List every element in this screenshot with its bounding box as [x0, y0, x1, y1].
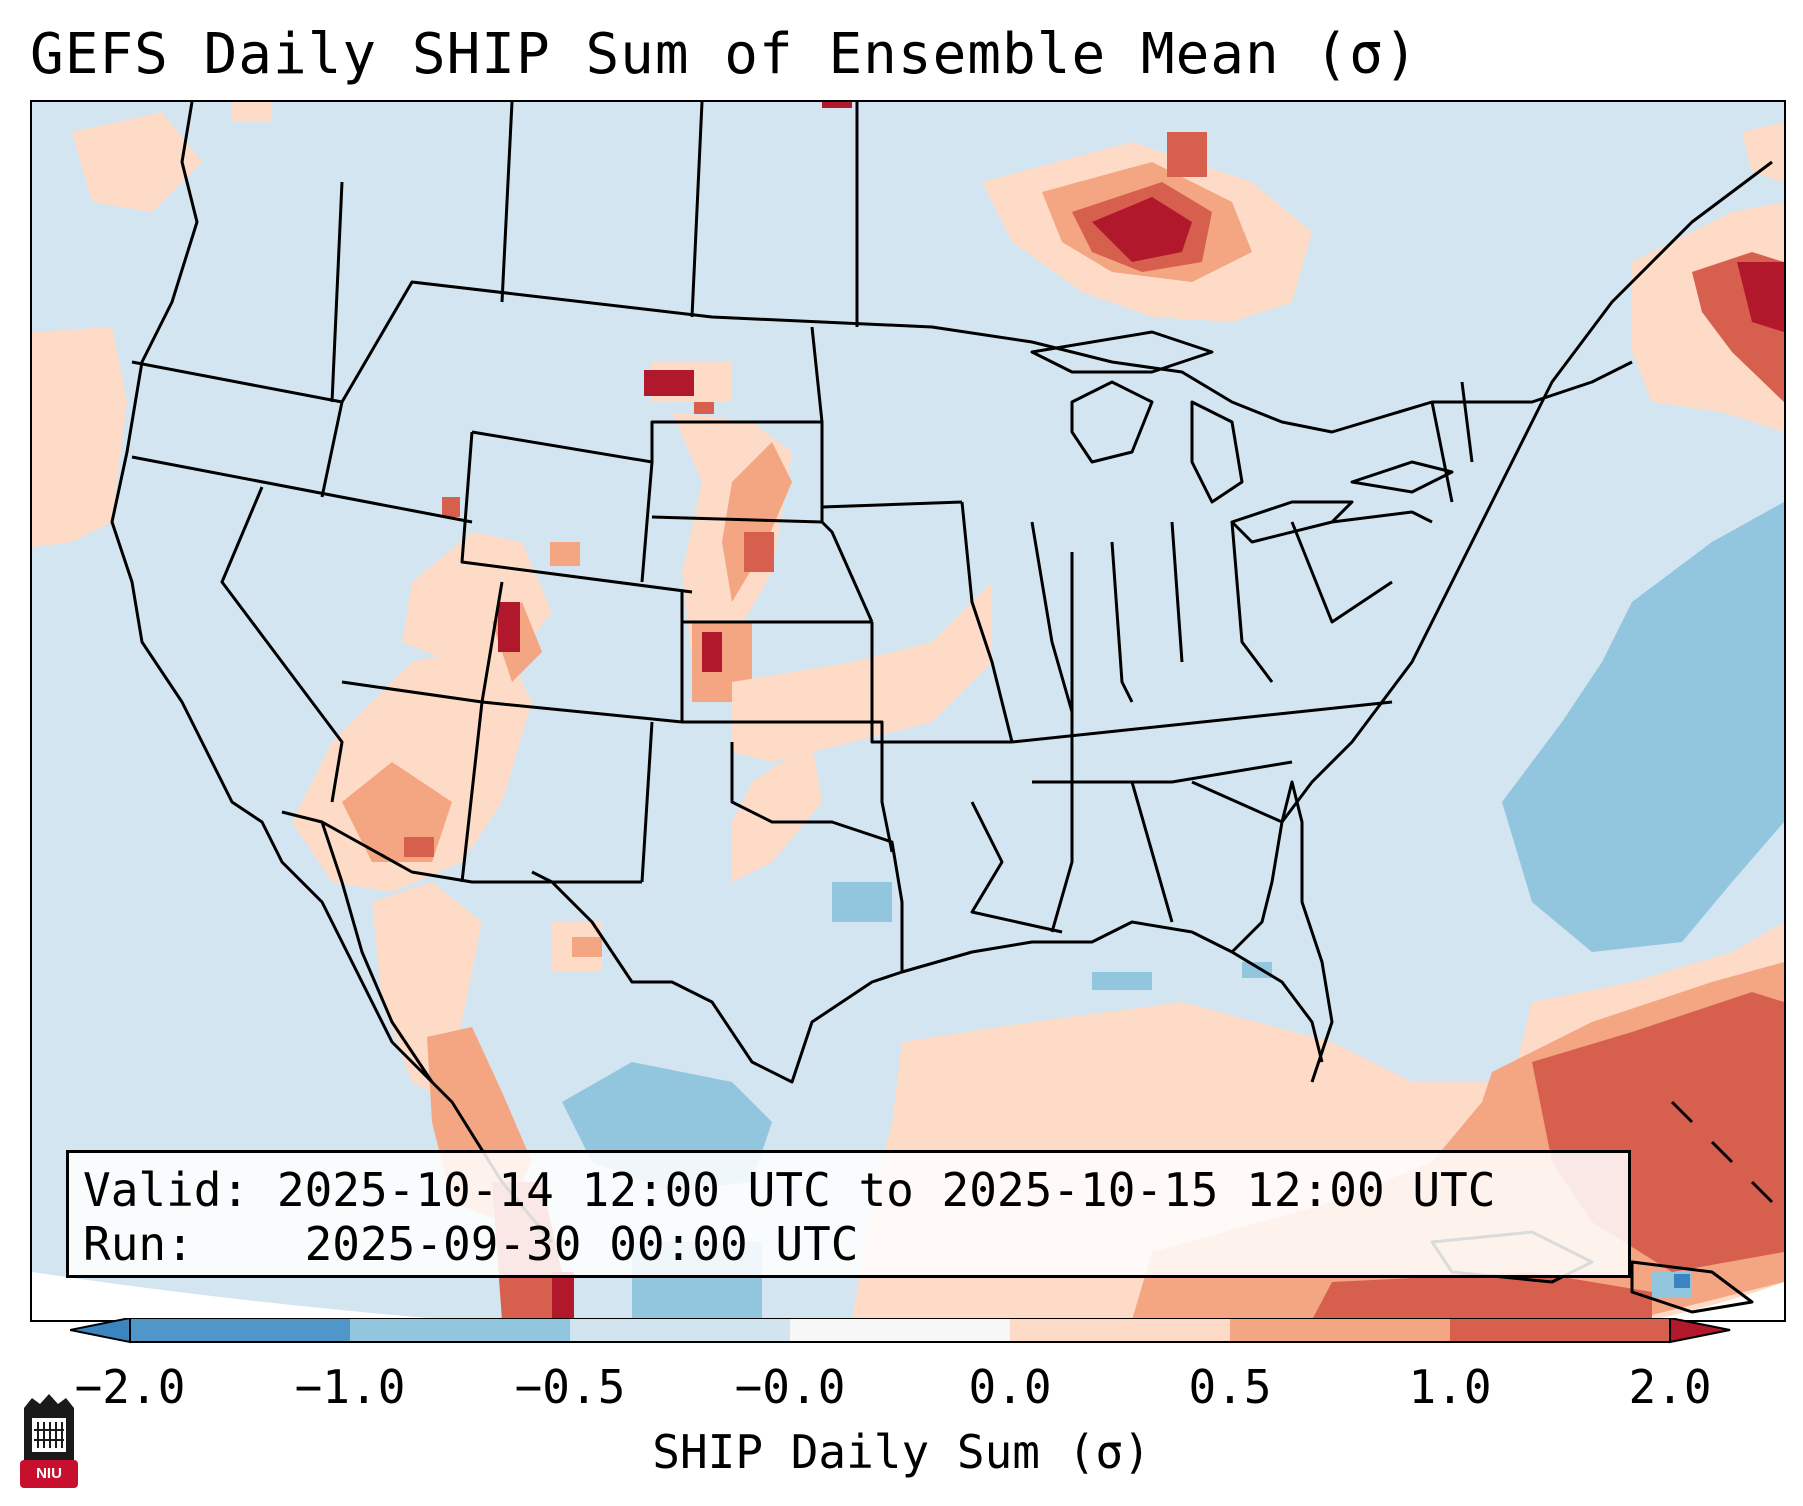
colorbar-bin — [570, 1318, 791, 1342]
run-value: 2025-09-30 00:00 UTC — [304, 1217, 859, 1271]
niu-logo-text: NIU — [36, 1465, 62, 1482]
chart-title: GEFS Daily SHIP Sum of Ensemble Mean (σ) — [30, 22, 1419, 87]
valid-run-info-box: Valid: 2025-10-14 12:00 UTC to 2025-10-1… — [66, 1150, 1631, 1278]
colorbar-bin — [1230, 1318, 1451, 1342]
anomaly-plains — [644, 362, 992, 882]
colorbar-ticks: −2.0 −1.0 −0.5 −0.0 0.0 0.5 1.0 2.0 — [0, 1360, 1803, 1420]
anomaly-northeast — [1632, 122, 1784, 432]
valid-value: 2025-10-14 12:00 UTC to 2025-10-15 12:00… — [276, 1163, 1496, 1217]
colorbar-extend-low — [70, 1318, 131, 1344]
colorbar-bin — [790, 1318, 1011, 1342]
colorbar — [70, 1318, 1731, 1344]
colorbar-tick-label: 0.0 — [968, 1360, 1052, 1414]
anomaly-upper-midwest — [822, 102, 1312, 322]
valid-label: Valid: — [83, 1163, 250, 1217]
colorbar-tick-label: −2.0 — [74, 1360, 186, 1414]
colorbar-label: SHIP Daily Sum (σ) — [652, 1425, 1151, 1479]
colorbar-tick-label: 1.0 — [1408, 1360, 1492, 1414]
colorbar-bin — [350, 1318, 571, 1342]
colorbar-bin — [1450, 1318, 1671, 1342]
colorbar-extend-high — [1669, 1318, 1731, 1344]
colorbar-bin — [130, 1318, 351, 1342]
run-label: Run: — [83, 1217, 194, 1271]
colorbar-tick-label: −0.5 — [514, 1360, 626, 1414]
colorbar-tick-label: 0.5 — [1188, 1360, 1272, 1414]
anomaly-atlantic-negative — [1502, 502, 1784, 952]
colorbar-tick-label: −1.0 — [294, 1360, 406, 1414]
map-panel — [30, 100, 1786, 1322]
anomaly-pacific — [32, 102, 272, 547]
colorbar-bin — [1010, 1318, 1231, 1342]
colorbar-tick-label: 2.0 — [1628, 1360, 1712, 1414]
colorbar-tick-label: −0.0 — [734, 1360, 846, 1414]
niu-logo: NIU — [20, 1390, 78, 1488]
